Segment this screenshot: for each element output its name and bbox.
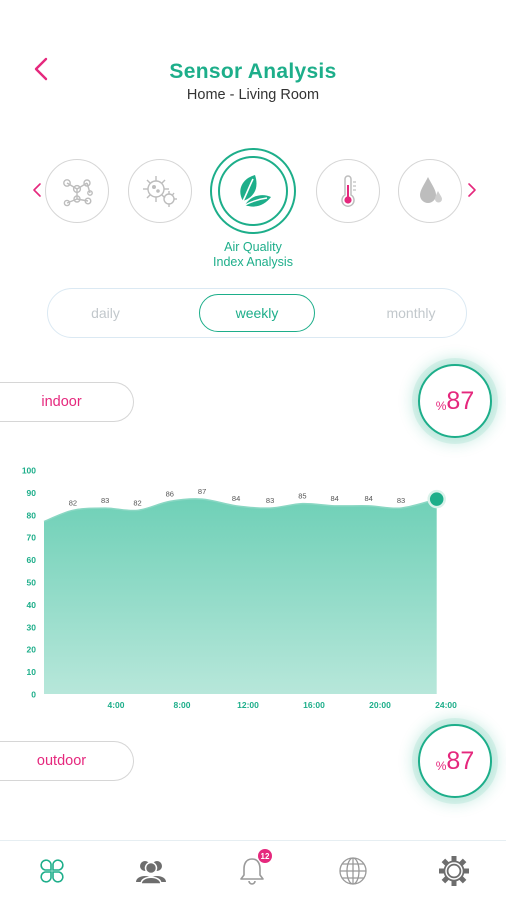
indoor-label: indoor [41, 394, 82, 410]
data-label: 84 [365, 494, 373, 503]
data-label: 84 [232, 494, 240, 503]
indoor-score-value: 87 [446, 386, 475, 415]
page-title: Sensor Analysis [169, 60, 337, 83]
data-label: 87 [198, 487, 206, 496]
y-tick-label: 0 [31, 690, 36, 700]
virus-icon [143, 176, 177, 207]
air-quality-chart: 0 10 20 30 40 50 60 70 80 90 100 4:00 8:00 12:00 16:0… [22, 466, 457, 711]
data-label: 82 [69, 498, 77, 507]
y-tick-label: 80 [27, 510, 37, 520]
y-tick-label: 90 [27, 488, 37, 498]
nav-home[interactable] [34, 853, 70, 889]
globe-icon [339, 857, 367, 885]
y-tick-label: 20 [27, 645, 37, 655]
y-tick-label: 100 [22, 466, 36, 476]
molecule-icon [63, 179, 93, 207]
data-label: 83 [397, 496, 405, 505]
x-tick-label: 8:00 [173, 700, 190, 710]
period-selector: daily weekly monthly [47, 288, 467, 338]
data-label: 83 [101, 496, 109, 505]
outdoor-tab[interactable]: outdoor [0, 741, 134, 781]
y-tick-label: 40 [27, 600, 37, 610]
sensor-humidity-button[interactable] [398, 159, 462, 223]
data-label: 83 [266, 496, 274, 505]
carousel-prev-arrow-icon[interactable] [31, 180, 43, 200]
y-tick-label: 60 [27, 555, 37, 565]
y-tick-label: 70 [27, 533, 37, 543]
y-tick-label: 30 [27, 622, 37, 632]
sensor-virus-button[interactable] [128, 159, 192, 223]
sensor-air-quality-button[interactable] [210, 148, 296, 234]
indoor-score-percent-sign: % [435, 399, 447, 413]
outdoor-label: outdoor [36, 753, 87, 769]
thermometer-icon [341, 175, 356, 207]
x-tick-label: 16:00 [303, 700, 325, 710]
data-label: 86 [166, 489, 174, 498]
nav-users[interactable] [133, 853, 169, 889]
outdoor-score-percent-sign: % [435, 759, 447, 773]
data-label: 82 [133, 498, 141, 507]
x-tick-label: 20:00 [369, 700, 391, 710]
indoor-tab[interactable]: indoor [0, 382, 134, 422]
notification-count-badge: 12 [258, 849, 272, 863]
chart-line [43, 498, 437, 523]
bell-icon [240, 858, 264, 885]
x-tick-label: 4:00 [107, 700, 124, 710]
users-icon [136, 861, 166, 885]
chart-area [44, 498, 437, 694]
selected-sensor-label-text: Air Quality Index Analysis [213, 240, 293, 269]
y-tick-label: 50 [27, 578, 37, 588]
back-arrow-icon[interactable] [30, 56, 52, 82]
selected-sensor-label: Air Quality Index Analysis [150, 240, 356, 270]
indoor-score-badge: % 87 [418, 364, 492, 438]
x-tick-label: 24:00 [435, 700, 457, 710]
gear-icon [439, 856, 469, 886]
y-tick-label: 10 [27, 667, 37, 677]
leaf-icon [240, 175, 271, 207]
sensor-molecule-button[interactable] [45, 159, 109, 223]
bottom-navbar: 12 [0, 840, 506, 900]
nav-settings[interactable] [436, 853, 472, 889]
data-label: 84 [331, 494, 339, 503]
data-label: 85 [298, 492, 306, 501]
clover-icon [40, 859, 64, 883]
nav-globe[interactable] [335, 853, 371, 889]
nav-notifications[interactable] [234, 853, 270, 889]
period-weekly-option[interactable]: weekly [199, 294, 315, 332]
humidity-drop-icon [420, 177, 442, 203]
period-daily-option[interactable]: daily [91, 305, 120, 321]
outdoor-score-value: 87 [446, 746, 475, 775]
page-subtitle: Home - Living Room [186, 87, 320, 103]
outdoor-score-badge: % 87 [418, 724, 492, 798]
period-monthly-option[interactable]: monthly [386, 305, 436, 321]
current-value-marker[interactable] [427, 489, 446, 509]
x-tick-label: 12:00 [237, 700, 259, 710]
sensor-temperature-button[interactable] [316, 159, 380, 223]
carousel-next-arrow-icon[interactable] [466, 180, 478, 200]
